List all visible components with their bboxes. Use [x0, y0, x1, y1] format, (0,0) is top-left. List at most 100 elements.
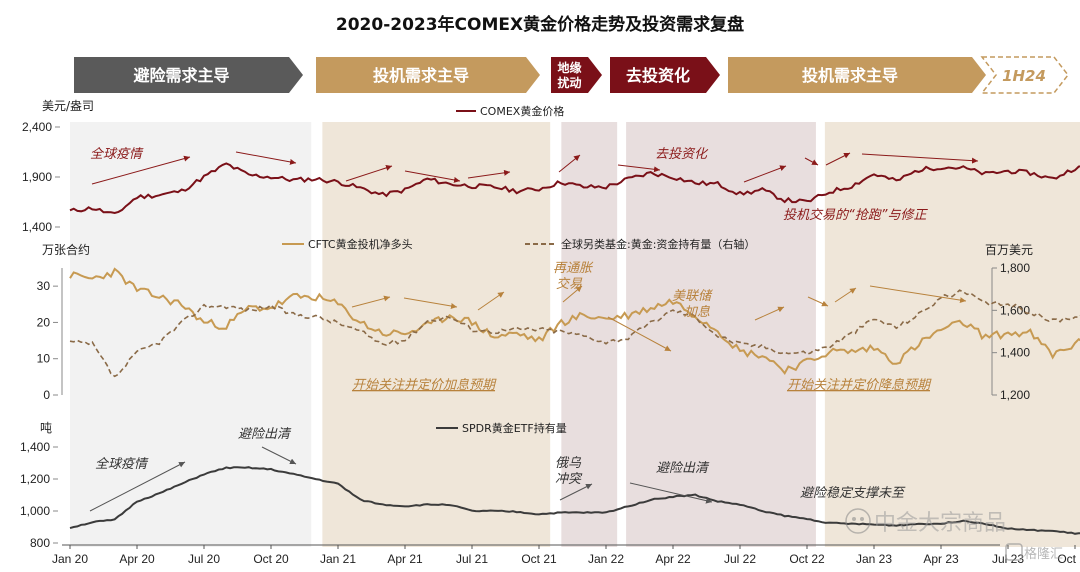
x-tick-label-7: Oct 21 [521, 552, 557, 566]
top-unit-label: 美元/盎司 [42, 99, 94, 113]
banner-label-5: 1H24 [1002, 67, 1046, 85]
trend-arrow-4 [467, 169, 511, 179]
trend-arrow-21 [261, 446, 297, 465]
mid-ytick-2: 20 [37, 315, 51, 329]
svg-text:CFTC黄金投机净多头: CFTC黄金投机净多头 [308, 237, 413, 251]
ann-support: 避险稳定支撑未至 [800, 485, 906, 501]
x-tick-label-12: Jan 23 [856, 552, 892, 566]
x-tick-label-14: Jul 23 [992, 552, 1024, 566]
svg-text:全球另类基金:黄金:资金持有量（右轴）: 全球另类基金:黄金:资金持有量（右轴） [561, 237, 755, 251]
trend-arrow-8 [804, 157, 819, 166]
trend-arrow-2 [345, 165, 393, 182]
mid-ytick-right-2: 1,600 [1000, 303, 1030, 317]
banner-label-2-b: 扰动 [557, 75, 581, 90]
ann-clear2: 避险出清 [656, 460, 710, 476]
banner-label-4: 投机需求主导 [802, 66, 898, 85]
shade-speculative-1 [322, 122, 551, 547]
top-ytick-1: 1,900 [22, 170, 52, 184]
banner-label-2: 地缘 [557, 60, 581, 75]
x-tick-label-2: Jul 20 [188, 552, 220, 566]
x-tick-label-10: Jul 22 [724, 552, 756, 566]
trend-arrows [89, 151, 979, 512]
x-tick-label-4: Jan 21 [320, 552, 356, 566]
regime-shading [70, 122, 1080, 547]
ann-epidemic-bottom: 全球疫情 [95, 456, 149, 472]
bot-ytick-0: 800 [30, 536, 50, 550]
trend-arrow-6 [617, 164, 661, 173]
trend-arrow-14 [562, 285, 583, 303]
bot-ytick-3: 1,400 [20, 440, 50, 454]
watermark-logo: 格隆汇 [1005, 543, 1063, 562]
ann-reinflation: 再通胀交易 [553, 261, 594, 292]
trend-arrow-22 [559, 483, 593, 501]
banner-label-1: 投机需求主导 [373, 66, 469, 85]
banner-shape-0 [74, 57, 303, 93]
middle-unit-label-right: 百万美元 [985, 243, 1033, 257]
trend-arrow-23 [629, 482, 713, 504]
chart-title: 2020-2023年COMEX黄金价格走势及投资需求复盘 [335, 15, 745, 35]
bottom-unit-label: 吨 [40, 421, 52, 435]
bot-ytick-1: 1,000 [20, 504, 50, 518]
fund-holdings-line [69, 289, 1080, 378]
legend-etf: SPDR黄金ETF持有量 [436, 421, 567, 435]
trend-arrow-19 [869, 285, 967, 304]
trend-arrow-13 [477, 291, 505, 311]
trend-arrow-17 [807, 296, 829, 307]
ann-speculative: 投机交易的“抢跑”与修正 [783, 207, 928, 223]
mid-ytick-right-3: 1,800 [1000, 261, 1030, 275]
mid-ytick-3: 30 [37, 279, 51, 293]
shade-safe-haven [70, 122, 312, 547]
shade-geopolitical [561, 122, 618, 547]
shade-speculative-2 [824, 122, 1080, 547]
ann-cut-expect: 开始关注并定价降息预期 [787, 377, 932, 393]
svg-text:格隆汇: 格隆汇 [1024, 546, 1063, 562]
x-tick-label-5: Apr 21 [387, 552, 423, 566]
top-ytick-2: 2,400 [22, 120, 52, 134]
svg-text:SPDR黄金ETF持有量: SPDR黄金ETF持有量 [462, 421, 567, 435]
ann-fed: 美联储加息 [672, 289, 713, 320]
banner-label-0: 避险需求主导 [133, 66, 229, 85]
x-tick-label-3: Oct 20 [253, 552, 289, 566]
shade-deinvest [626, 122, 816, 547]
trend-arrow-15 [607, 316, 672, 352]
watermark: 中金大宗商品 [845, 508, 1006, 536]
trend-arrow-9 [825, 152, 851, 166]
trend-arrow-16 [754, 306, 785, 321]
trend-arrow-5 [558, 154, 581, 173]
banner-shape-1 [316, 57, 540, 93]
legend-cftc: CFTC黄金投机净多头 [282, 237, 413, 251]
x-tick-label-6: Jul 21 [456, 552, 488, 566]
banner-shape-2 [551, 57, 602, 93]
middle-unit-label: 万张合约 [42, 242, 90, 257]
svg-text:中金大宗商品: 中金大宗商品 [874, 511, 1006, 536]
x-tick-label-11: Oct 22 [789, 552, 825, 566]
legend-fund: 全球另类基金:黄金:资金持有量（右轴） [525, 237, 755, 251]
x-tick-label-0: Jan 20 [52, 552, 88, 566]
y-ticks: 1,400 1,900 2,400 0 10 20 30 1,200 1,400 1,600 1,8… [20, 120, 1030, 550]
x-tick-label-1: Apr 20 [119, 552, 155, 566]
x-tick-label-9: Apr 22 [655, 552, 691, 566]
trend-arrow-18 [834, 287, 857, 303]
trend-arrow-20 [89, 461, 186, 512]
mid-ytick-0: 0 [43, 388, 50, 402]
svg-text:COMEX黄金价格: COMEX黄金价格 [480, 104, 564, 118]
banner-shape-4 [728, 57, 986, 93]
x-tick-label-15: Oct 23 [1057, 552, 1080, 566]
x-axis: Jan 20 Apr 20 Jul 20 Oct 20 Jan 21 Apr 21 Jul … [52, 544, 1080, 566]
banner-shape-5 [980, 56, 1069, 94]
ann-russia: 俄乌冲突 [555, 456, 583, 487]
bot-ytick-2: 1,200 [20, 472, 50, 486]
trend-arrow-1 [235, 151, 297, 165]
top-ytick-0: 1,400 [22, 220, 52, 234]
trend-arrow-10 [861, 153, 979, 164]
banner-shape-3 [610, 57, 720, 93]
trend-arrow-12 [403, 297, 458, 309]
legend-comex: COMEX黄金价格 [456, 104, 564, 118]
ann-hike-expect: 开始关注并定价加息预期 [352, 377, 497, 393]
mid-ytick-1: 10 [37, 352, 51, 366]
comex-gold-price-line [69, 162, 1080, 215]
trend-arrow-3 [404, 170, 461, 183]
x-tick-label-8: Jan 22 [588, 552, 624, 566]
x-tick-label-13: Apr 23 [923, 552, 959, 566]
spdr-etf-holdings-line [69, 466, 1080, 535]
